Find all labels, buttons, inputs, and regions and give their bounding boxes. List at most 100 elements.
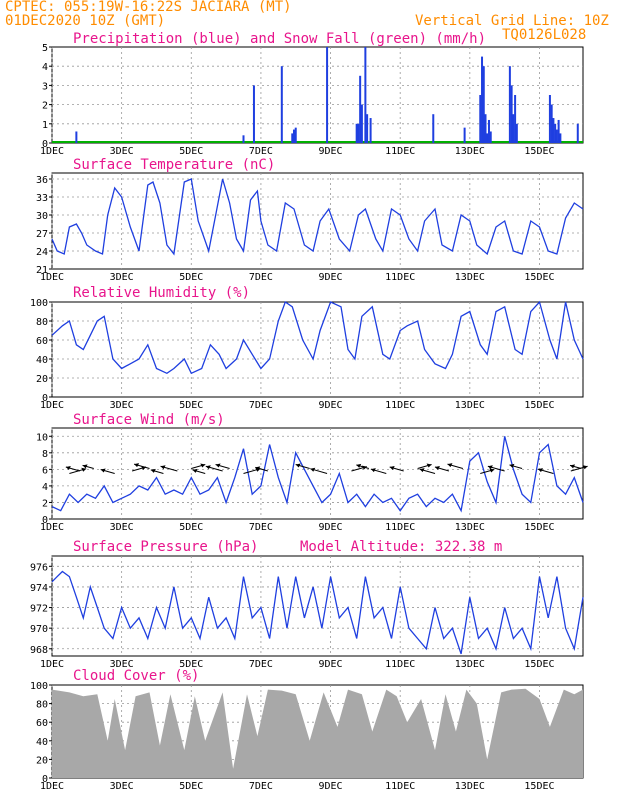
humidity-xtick-label: 7DEC: [249, 400, 273, 411]
precip-ytick-label: 0: [42, 139, 48, 150]
precip-bar: [357, 123, 360, 143]
header-code: TQ0126L028: [502, 27, 587, 43]
pressure-xtick-label: 7DEC: [249, 659, 273, 670]
precip-bar: [482, 66, 485, 143]
header-location: CPTEC: 055:19W-16:22S JACIARA (MT): [5, 0, 292, 15]
pressure-xtick-label: 1DEC: [40, 659, 64, 670]
wind-ytick-label: 2: [42, 498, 48, 509]
wind-arrow-head: [65, 466, 71, 471]
humidity-xtick-label: 5DEC: [179, 400, 203, 411]
precip-bar: [554, 123, 557, 143]
precip-xtick-label: 9DEC: [319, 146, 343, 157]
precip-xtick-label: 7DEC: [249, 146, 273, 157]
pressure-xtick-label: 5DEC: [179, 659, 203, 670]
wind-xtick-label: 11DEC: [385, 522, 415, 533]
wind-arrow-head: [356, 463, 362, 468]
precip-bar: [550, 104, 553, 143]
wind-xtick-label: 7DEC: [249, 522, 273, 533]
wind-xtick-label: 15DEC: [524, 522, 554, 533]
cloud-xtick-label: 3DEC: [110, 781, 134, 792]
humidity-line: [51, 300, 584, 375]
precip-ytick-label: 1: [42, 120, 48, 131]
temperature-xtick-label: 9DEC: [319, 272, 343, 283]
precip-bar: [489, 131, 492, 143]
humidity-xtick-label: 1DEC: [40, 400, 64, 411]
wind-arrow-head: [100, 468, 106, 473]
cloud-ytick-label: 60: [36, 718, 48, 729]
precip-ytick-label: 4: [42, 62, 48, 73]
wind-arrow-head: [310, 467, 316, 472]
wind-arrow-head: [200, 463, 206, 468]
wind-ytick-label: 6: [42, 465, 48, 476]
precip-bar: [292, 129, 295, 143]
precip-bar: [486, 133, 489, 143]
pressure-line: [51, 570, 584, 655]
wind-ytick-label: 8: [42, 449, 48, 460]
wind-arrow-head: [509, 463, 515, 468]
humidity-ytick-label: 80: [36, 317, 48, 328]
wind-arrow-head: [160, 465, 166, 470]
temperature-xtick-label: 1DEC: [40, 272, 64, 283]
pressure-xtick-label: 3DEC: [110, 659, 134, 670]
pressure-ytick-label: 970: [30, 624, 48, 635]
precip-bar: [481, 56, 484, 143]
temperature-ytick-label: 36: [36, 175, 48, 186]
pressure-ytick-label: 972: [30, 604, 48, 615]
pressure-title: Surface Pressure (hPa): [73, 539, 258, 555]
wind-xtick-label: 3DEC: [110, 522, 134, 533]
humidity-xtick-label: 3DEC: [110, 400, 134, 411]
wind-arrow-head: [434, 466, 440, 471]
humidity-frame: [51, 301, 584, 398]
cloud-ytick-label: 0: [42, 774, 48, 785]
cloud-xtick-label: 15DEC: [524, 781, 554, 792]
precip-bar: [369, 118, 372, 143]
wind-arrow-head: [255, 466, 261, 471]
precip-bar: [559, 133, 562, 143]
precip-xtick-label: 3DEC: [110, 146, 134, 157]
precip-bar: [364, 47, 367, 143]
wind-arrow-head: [419, 468, 425, 473]
pressure-xtick-label: 13DEC: [455, 659, 485, 670]
humidity-ytick-label: 100: [30, 298, 48, 309]
cloud-xtick-label: 9DEC: [319, 781, 343, 792]
temperature-xtick-label: 15DEC: [524, 272, 554, 283]
pressure-xtick-label: 9DEC: [319, 659, 343, 670]
humidity-ytick-label: 60: [36, 336, 48, 347]
precip-bar: [552, 118, 555, 143]
precip-bar: [555, 129, 558, 143]
precip-ytick-label: 5: [42, 43, 48, 54]
humidity-xtick-label: 13DEC: [455, 400, 485, 411]
cloud-title: Cloud Cover (%): [73, 668, 199, 684]
temperature-title: Surface Temperature (nC): [73, 157, 275, 173]
precip-bar: [366, 114, 369, 143]
precip-bar: [252, 85, 255, 143]
precip-xtick-label: 1DEC: [40, 146, 64, 157]
pressure-xtick-label: 11DEC: [385, 659, 415, 670]
cloud-xtick-label: 11DEC: [385, 781, 415, 792]
precip-bar: [487, 119, 490, 143]
wind-arrow-head: [447, 463, 453, 468]
wind-arrow-head: [82, 464, 88, 469]
precip-bar: [242, 135, 245, 143]
cloud-ytick-label: 20: [36, 755, 48, 766]
wind-arrow-head: [487, 465, 493, 470]
temperature-ytick-label: 27: [36, 229, 48, 240]
cloud-ytick-label: 80: [36, 700, 48, 711]
precip-bar: [479, 95, 482, 143]
cloud-xtick-label: 13DEC: [455, 781, 485, 792]
wind-arrow-head: [205, 465, 211, 470]
temperature-xtick-label: 5DEC: [179, 272, 203, 283]
temperature-xtick-label: 7DEC: [249, 272, 273, 283]
precip-xtick-label: 5DEC: [179, 146, 203, 157]
header-grid-note: Vertical Grid Line: 10Z: [415, 13, 609, 29]
temperature-panel: 21 24 27 30 33 36 1DEC 3DEC 5DEC 7DEC 9DEC 11DEC 13D…: [36, 157, 584, 283]
precip-xtick-label: 15DEC: [524, 146, 554, 157]
wind-line: [51, 436, 584, 513]
wind-arrow-head: [192, 468, 198, 473]
precip-panel: 0 1 2 3 4 5 1DEC 3DEC 5DEC 7DEC 9DEC 11DEC 13DEC 15DE…: [40, 31, 584, 157]
cloud-xtick-label: 5DEC: [179, 781, 203, 792]
humidity-panel: 0 20 40 60 80 100 1DEC 3DEC 5DEC 7DEC 9DEC 11DEC 13D…: [30, 285, 584, 411]
humidity-title: Relative Humidity (%): [73, 285, 250, 301]
precip-xtick-label: 11DEC: [385, 146, 415, 157]
header-datetime: 01DEC2020 10Z (GMT): [5, 13, 166, 29]
